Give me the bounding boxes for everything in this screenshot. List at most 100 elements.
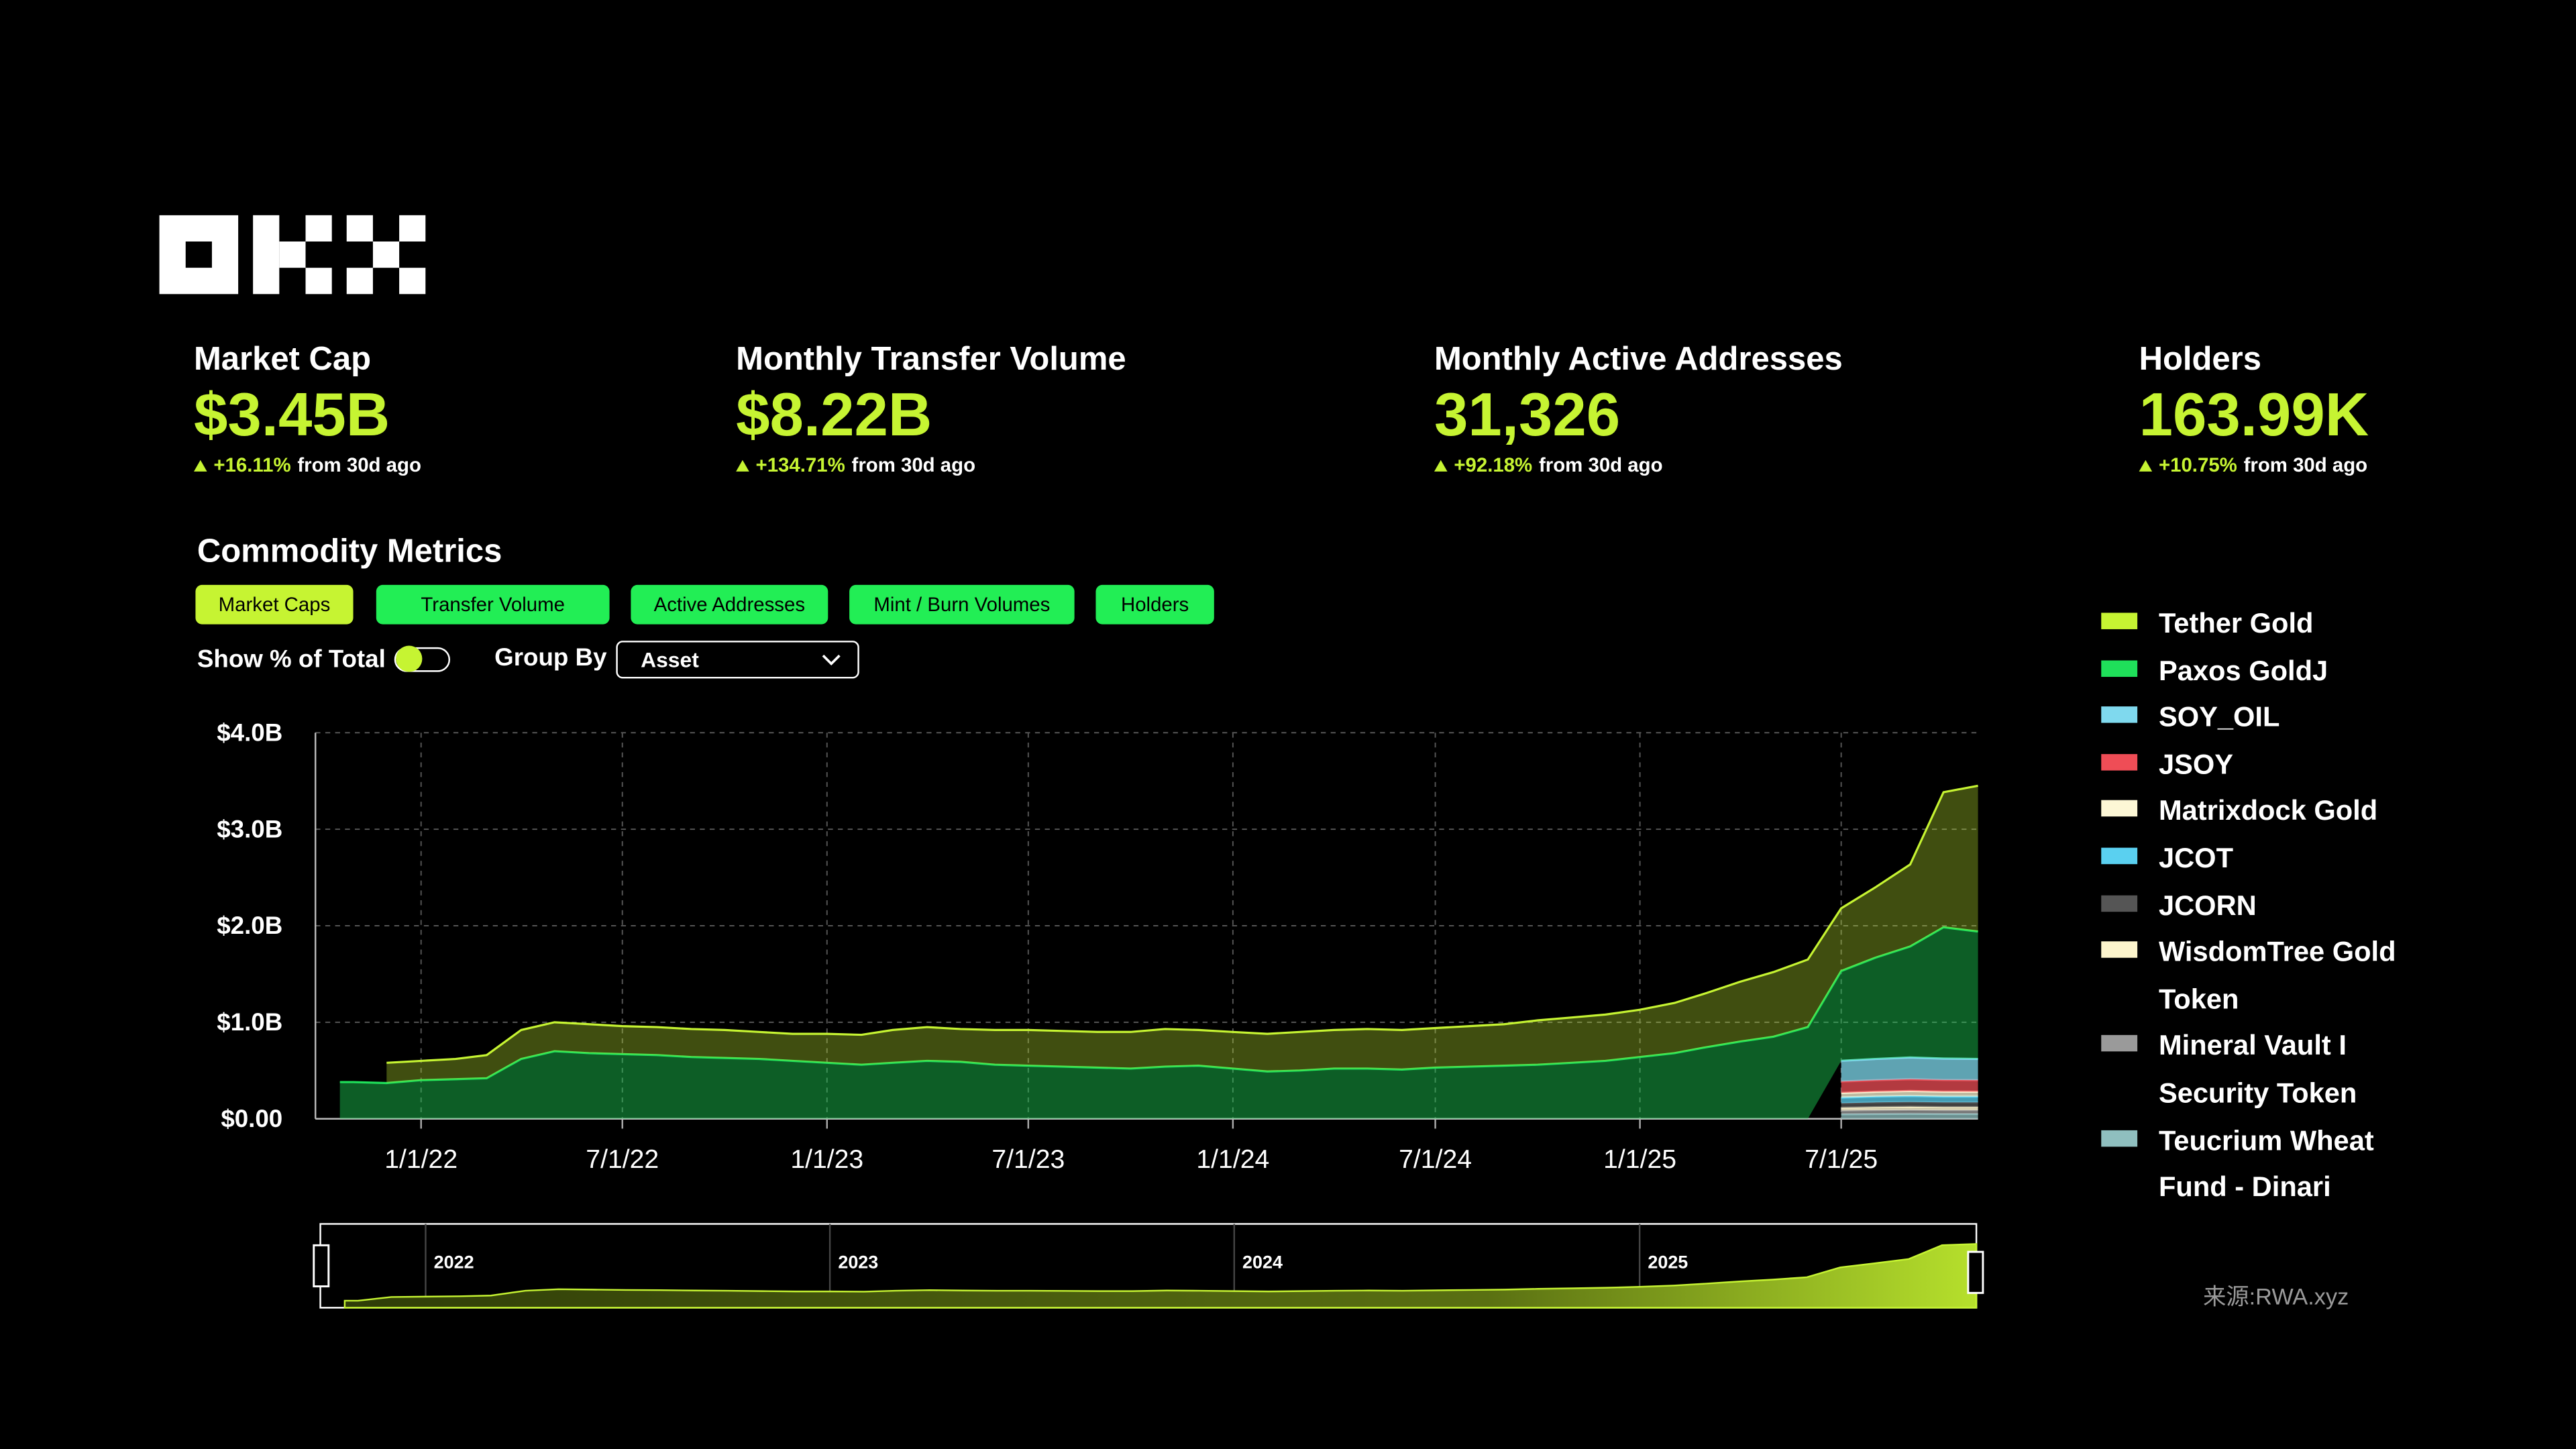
legend-swatch — [2101, 1129, 2138, 1146]
area-line — [386, 784, 1978, 1064]
toggle-knob — [396, 645, 423, 672]
group-by-dropdown[interactable]: Asset — [616, 641, 859, 679]
y-tick-label: $1.0B — [217, 1008, 282, 1036]
legend-label: JSOY — [2158, 749, 2234, 780]
legend-swatch — [2101, 659, 2138, 676]
legend-swatch — [2101, 706, 2138, 724]
okx-logo — [159, 215, 426, 294]
legend-swatch — [2101, 753, 2138, 771]
source: 来源:RWA.xyz — [2203, 1283, 2349, 1309]
area-fill — [1841, 1095, 1978, 1104]
y-tick-label: $2.0B — [217, 912, 282, 939]
legend-label: Tether Gold — [2158, 608, 2314, 639]
kpi: Monthly Active Addresses 31,326 +92.18% fro… — [1434, 341, 1843, 476]
kpi: Monthly Transfer Volume $8.22B +134.71% fro… — [736, 341, 1126, 476]
chevron — [822, 654, 841, 665]
tab[interactable]: Mint / Burn Volumes — [849, 584, 1075, 625]
x-tick-label: 7/1/22 — [586, 1145, 659, 1174]
navigator-tick-label: 2025 — [1648, 1252, 1688, 1273]
toggle[interactable] — [394, 645, 451, 672]
kpi-label: Monthly Active Addresses — [1434, 341, 1843, 378]
navigator-handle[interactable] — [1967, 1250, 1984, 1294]
kpi-change-note: from 30d ago — [1539, 453, 1663, 477]
x-tick-label: 1/1/24 — [1196, 1145, 1269, 1174]
area-line — [339, 926, 1978, 1085]
up-arrow — [1434, 459, 1448, 471]
legend-item[interactable]: Matrixdock Gold — [2101, 789, 2413, 836]
kpi-change-value: +134.71% — [755, 453, 845, 477]
navigator-handle[interactable] — [313, 1244, 330, 1288]
x-tick-label: 7/1/25 — [1805, 1145, 1878, 1174]
dropdown-value: Asset — [641, 647, 699, 672]
navigator[interactable]: 2022 2023 2024 2025 — [313, 1223, 1984, 1309]
area-fill — [1841, 1057, 1978, 1082]
legend-item[interactable]: SOY_OIL — [2101, 695, 2413, 742]
kpi-value: 163.99K — [2139, 381, 2369, 449]
kpi-change-value: +92.18% — [1454, 453, 1533, 477]
kpi: Market Cap $3.45B +16.11% from 30d ago — [193, 341, 421, 477]
y-tick-label: $0.00 — [221, 1105, 282, 1132]
y-tick-label: $3.0B — [217, 815, 282, 843]
tab[interactable]: Active Addresses — [631, 584, 828, 625]
legend-label: Mineral Vault I Security Token — [2158, 1030, 2357, 1109]
navigator-tick-label: 2023 — [838, 1252, 878, 1273]
legend-item[interactable]: JCOT — [2101, 836, 2413, 883]
area-fill — [1841, 1079, 1978, 1093]
legend-item[interactable]: Paxos GoldJ — [2101, 648, 2413, 695]
legend-item[interactable]: Teucrium Wheat Fund - Dinari — [2101, 1118, 2413, 1212]
area-fill — [1841, 1114, 1978, 1119]
kpi: Holders 163.99K +10.75% from 30d ago — [2139, 341, 2369, 476]
kpi-label: Holders — [2139, 341, 2261, 378]
legend-item[interactable]: WisdomTree Gold Token — [2101, 930, 2413, 1024]
tab[interactable]: Holders — [1095, 584, 1214, 625]
up-arrow — [193, 459, 207, 471]
kpi-label: Monthly Transfer Volume — [736, 341, 1126, 378]
kpi-change: +92.18% from 30d ago — [1434, 453, 1843, 476]
kpi-label: Market Cap — [193, 341, 372, 378]
tab[interactable]: Transfer Volume — [376, 584, 610, 625]
legend-swatch — [2101, 941, 2138, 959]
kpi-change-value: +10.75% — [2158, 453, 2237, 477]
kpi-change-note: from 30d ago — [297, 453, 421, 477]
legend-label: Matrixdock Gold — [2158, 796, 2378, 827]
legend-label: Paxos GoldJ — [2158, 655, 2328, 686]
up-arrow — [736, 459, 749, 471]
legend-label: Teucrium Wheat Fund - Dinari — [2158, 1124, 2374, 1203]
navigator-tick-label: 2022 — [434, 1252, 474, 1273]
kpi-value: 31,326 — [1434, 381, 1621, 449]
navigator-area — [343, 1243, 1978, 1309]
section-title: Commodity Metrics — [197, 533, 502, 570]
legend-item[interactable]: Tether Gold — [2101, 601, 2413, 648]
kpi-change: +10.75% from 30d ago — [2139, 453, 2369, 476]
area-fill — [386, 786, 1978, 1083]
legend-swatch — [2101, 800, 2138, 818]
navigator-tick-label: 2024 — [1242, 1252, 1283, 1273]
kpi-change-note: from 30d ago — [2243, 453, 2368, 477]
kpi-change-value: +16.11% — [213, 453, 291, 477]
kpi-change: +16.11% from 30d ago — [193, 453, 421, 477]
x-tick-label: 7/1/24 — [1399, 1145, 1472, 1174]
x-tick-label: 1/1/22 — [384, 1145, 458, 1174]
legend-swatch — [2101, 894, 2138, 912]
legend-label: SOY_OIL — [2158, 702, 2280, 733]
kpi-change: +134.71% from 30d ago — [736, 453, 1126, 476]
x-tick-label: 1/1/23 — [790, 1145, 863, 1174]
kpi-change-note: from 30d ago — [851, 453, 976, 477]
kpi-value: $8.22B — [736, 381, 932, 449]
legend-label: JCOT — [2158, 843, 2234, 874]
legend-swatch — [2101, 847, 2138, 865]
legend-item[interactable]: Mineral Vault I Security Token — [2101, 1024, 2413, 1118]
x-tick-label: 7/1/23 — [991, 1145, 1065, 1174]
legend-item[interactable]: JSOY — [2101, 742, 2413, 789]
legend-item[interactable]: JCORN — [2101, 883, 2413, 930]
legend: Tether Gold Paxos GoldJ SOY_OIL JSOY Matrixd… — [2101, 601, 2413, 1212]
tab[interactable]: Market Caps — [195, 584, 354, 625]
area-line — [1841, 1056, 1978, 1062]
plot: $0.00 $1.0B $2.0B $3.0B $4.0B 1/1/22 7/1/22 1/1… — [217, 718, 1978, 1174]
group-by-label: Group By — [494, 644, 607, 672]
kpi-value: $3.45B — [193, 381, 390, 449]
legend-swatch — [2101, 1035, 2138, 1053]
show-percent-label: Show % of Total — [197, 645, 386, 674]
